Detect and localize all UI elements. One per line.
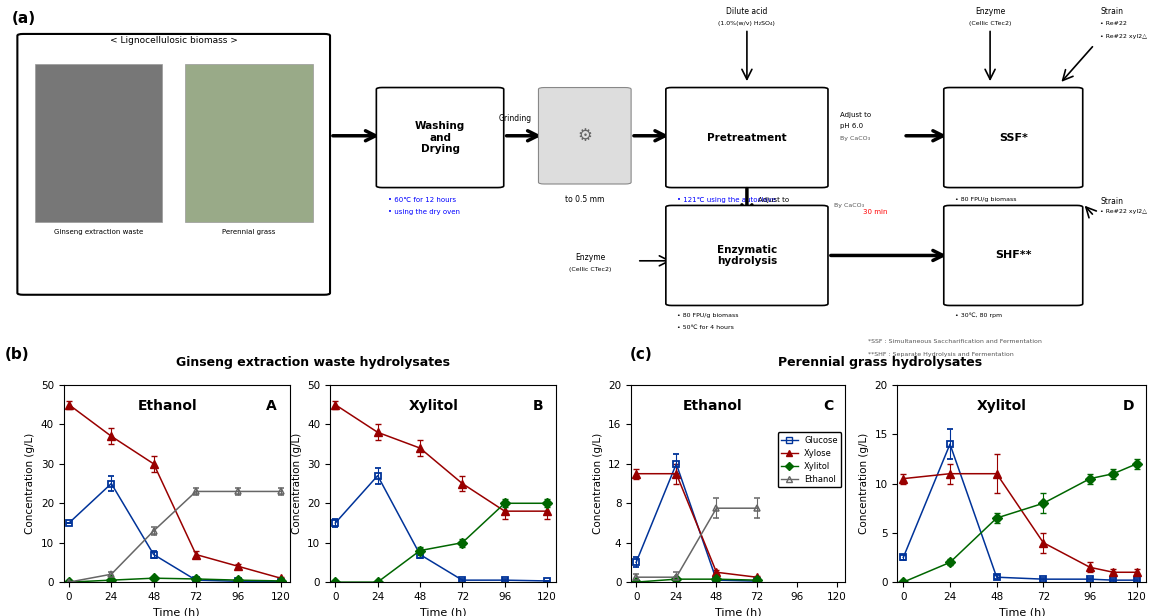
Legend: Glucose, Xylose, Xylitol, Ethanol: Glucose, Xylose, Xylitol, Ethanol xyxy=(777,432,841,487)
Text: • Re#22 xyl2△: • Re#22 xyl2△ xyxy=(1100,34,1146,39)
Text: Xylitol: Xylitol xyxy=(409,399,459,413)
Text: Strain: Strain xyxy=(1100,7,1123,16)
Y-axis label: Concentration (g/L): Concentration (g/L) xyxy=(25,433,35,534)
Text: 30 min: 30 min xyxy=(863,209,887,215)
Text: (Cellic CTec2): (Cellic CTec2) xyxy=(969,22,1011,26)
Text: *SSF : Simultaneous Saccharification and Fermentation: *SSF : Simultaneous Saccharification and… xyxy=(868,339,1042,344)
Text: • 50℃ for 4 hours: • 50℃ for 4 hours xyxy=(677,325,734,330)
Text: Enzymatic
hydrolysis: Enzymatic hydrolysis xyxy=(717,245,777,266)
Text: • 80 FPU/g biomass: • 80 FPU/g biomass xyxy=(955,197,1017,201)
Text: (c): (c) xyxy=(630,347,653,362)
Text: By CaCO₃: By CaCO₃ xyxy=(834,203,864,208)
Text: Perennial grass hydrolysates: Perennial grass hydrolysates xyxy=(778,355,982,369)
Y-axis label: Concentration (g/L): Concentration (g/L) xyxy=(859,433,868,534)
Text: Adjust to: Adjust to xyxy=(758,197,790,203)
Text: Ethanol: Ethanol xyxy=(138,399,197,413)
FancyBboxPatch shape xyxy=(666,206,828,306)
Text: By CaCO₃: By CaCO₃ xyxy=(840,136,870,141)
Text: Dilute acid: Dilute acid xyxy=(726,7,768,16)
Text: Xylitol: Xylitol xyxy=(977,399,1027,413)
Text: • 30℃, 80 rpm: • 30℃, 80 rpm xyxy=(955,312,1003,318)
Text: Ginseng extraction waste: Ginseng extraction waste xyxy=(53,229,144,235)
Text: C: C xyxy=(823,399,834,413)
Text: Ethanol: Ethanol xyxy=(683,399,742,413)
Text: D: D xyxy=(1123,399,1135,413)
Text: • Treatment time :: • Treatment time : xyxy=(677,209,745,215)
FancyBboxPatch shape xyxy=(666,87,828,187)
Text: (1.0%(w/v) H₂SO₄): (1.0%(w/v) H₂SO₄) xyxy=(718,22,776,26)
Text: • Re#22 xyl2△: • Re#22 xyl2△ xyxy=(1100,209,1146,214)
Text: Enzyme: Enzyme xyxy=(576,253,606,262)
FancyBboxPatch shape xyxy=(185,64,313,222)
Text: • using the dry oven: • using the dry oven xyxy=(388,209,460,215)
Text: SHF**: SHF** xyxy=(995,251,1032,261)
Text: Washing
and
Drying: Washing and Drying xyxy=(415,121,466,154)
Text: • Re#22: • Re#22 xyxy=(1100,22,1127,26)
Text: SSF*: SSF* xyxy=(999,132,1027,142)
Text: Pretreatment: Pretreatment xyxy=(708,132,786,142)
Text: (b): (b) xyxy=(5,347,29,362)
Text: • 30℃, 80 rpm: • 30℃, 80 rpm xyxy=(955,209,1003,214)
FancyBboxPatch shape xyxy=(376,87,504,187)
Y-axis label: Concentration (g/L): Concentration (g/L) xyxy=(292,433,301,534)
X-axis label: Time (h): Time (h) xyxy=(714,607,762,616)
FancyBboxPatch shape xyxy=(944,87,1083,187)
X-axis label: Time (h): Time (h) xyxy=(153,607,200,616)
FancyBboxPatch shape xyxy=(944,206,1083,306)
Text: Enzyme: Enzyme xyxy=(975,7,1005,16)
Text: A: A xyxy=(266,399,277,413)
Text: • 80 FPU/g biomass: • 80 FPU/g biomass xyxy=(677,312,739,318)
Text: < Lignocellulosic biomass >: < Lignocellulosic biomass > xyxy=(110,36,237,45)
Text: B: B xyxy=(533,399,543,413)
X-axis label: Time (h): Time (h) xyxy=(419,607,467,616)
Text: pH 6.0: pH 6.0 xyxy=(840,123,863,129)
Text: ⚙: ⚙ xyxy=(578,127,592,145)
Text: Adjust to: Adjust to xyxy=(840,112,871,118)
Text: to 0.5 mm: to 0.5 mm xyxy=(565,195,604,204)
Text: • 121℃ using the autoclave: • 121℃ using the autoclave xyxy=(677,197,776,203)
Text: (a): (a) xyxy=(12,10,36,26)
Text: Perennial grass: Perennial grass xyxy=(222,229,276,235)
FancyBboxPatch shape xyxy=(538,87,631,184)
Text: **SHF : Separate Hydrolysis and Fermentation: **SHF : Separate Hydrolysis and Fermenta… xyxy=(868,352,1014,357)
Text: Ginseng extraction waste hydrolysates: Ginseng extraction waste hydrolysates xyxy=(176,355,449,369)
Text: (Cellic CTec2): (Cellic CTec2) xyxy=(570,267,611,272)
FancyBboxPatch shape xyxy=(35,64,162,222)
FancyBboxPatch shape xyxy=(17,34,330,295)
Text: Strain: Strain xyxy=(1100,197,1123,206)
Y-axis label: Concentration (g/L): Concentration (g/L) xyxy=(593,433,602,534)
X-axis label: Time (h): Time (h) xyxy=(998,607,1046,616)
Text: • 60℃ for 12 hours: • 60℃ for 12 hours xyxy=(388,197,456,203)
Text: Grinding: Grinding xyxy=(499,114,532,123)
Text: pH 6.0: pH 6.0 xyxy=(758,208,782,214)
